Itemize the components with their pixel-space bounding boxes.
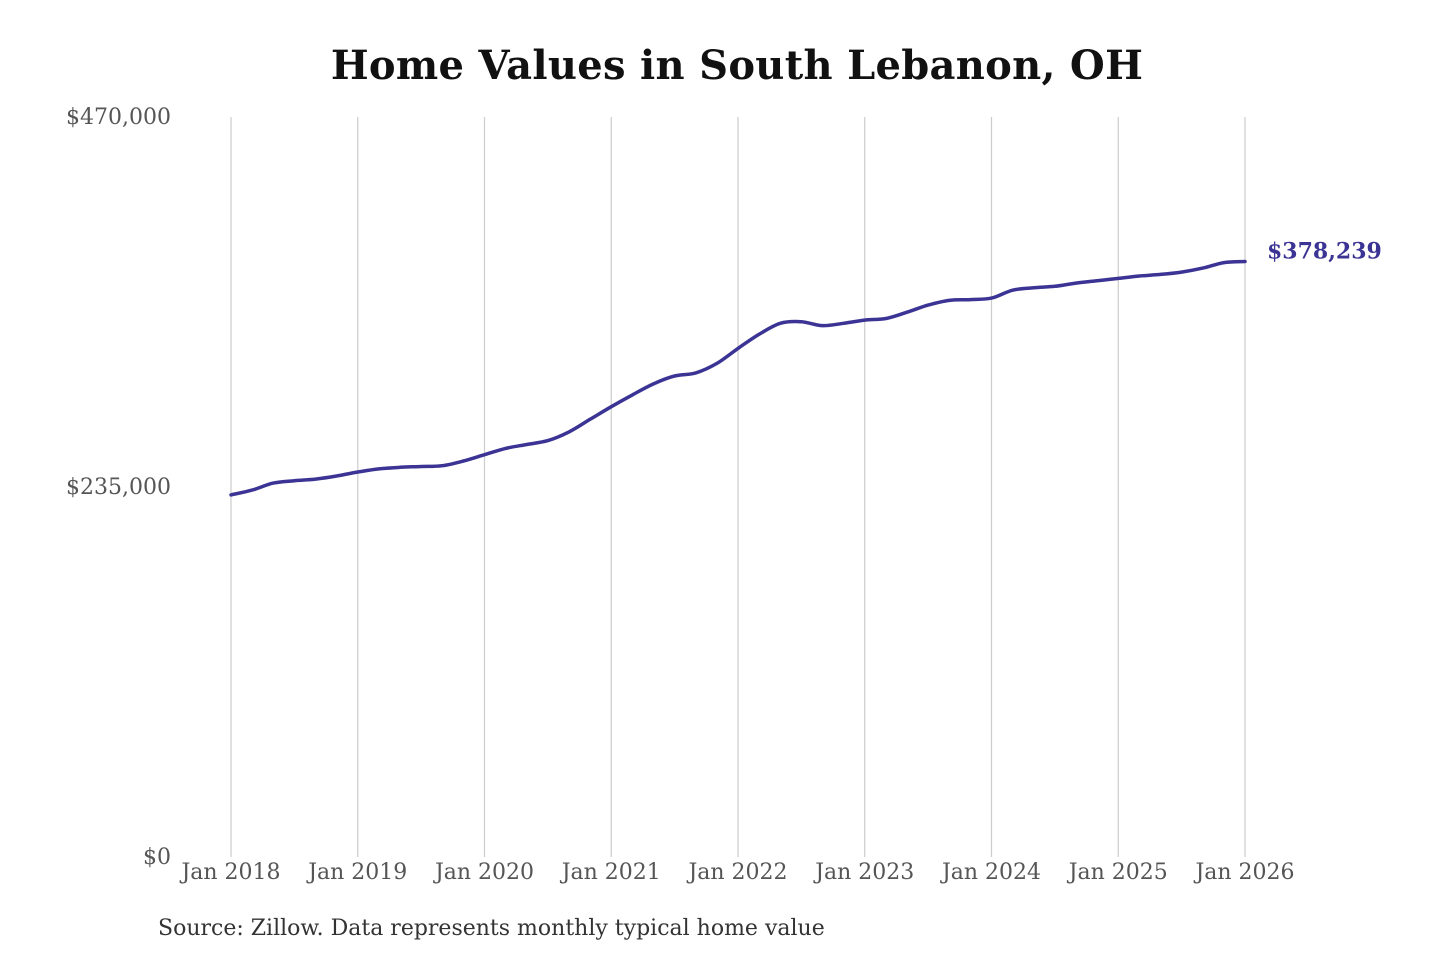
x-tick-label: Jan 2018 bbox=[179, 860, 280, 885]
x-tick-label: Jan 2026 bbox=[1193, 860, 1294, 885]
x-tick-label: Jan 2019 bbox=[306, 860, 407, 885]
y-tick-label: $470,000 bbox=[66, 105, 171, 130]
y-tick-label: $0 bbox=[143, 845, 171, 870]
x-tick-label: Jan 2023 bbox=[813, 860, 914, 885]
x-axis-ticks: Jan 2018 Jan 2019 Jan 2020 Jan 2021 Jan 2022… bbox=[179, 860, 1294, 885]
y-tick-label: $235,000 bbox=[66, 475, 171, 500]
x-tick-label: Jan 2022 bbox=[686, 860, 787, 885]
latest-value-label: $378,239 bbox=[1267, 238, 1382, 264]
x-tick-label: Jan 2021 bbox=[560, 860, 661, 885]
x-tick-label: Jan 2024 bbox=[940, 860, 1041, 885]
chart-title: Home Values in South Lebanon, OH bbox=[330, 42, 1144, 89]
x-tick-label: Jan 2025 bbox=[1067, 860, 1168, 885]
source-note: Source: Zillow. Data represents monthly … bbox=[158, 916, 825, 941]
gridlines bbox=[230, 117, 1246, 857]
y-axis-ticks: $0 $235,000 $470,000 bbox=[66, 105, 171, 870]
x-tick-label: Jan 2020 bbox=[433, 860, 534, 885]
home-value-line bbox=[229, 259, 1247, 497]
